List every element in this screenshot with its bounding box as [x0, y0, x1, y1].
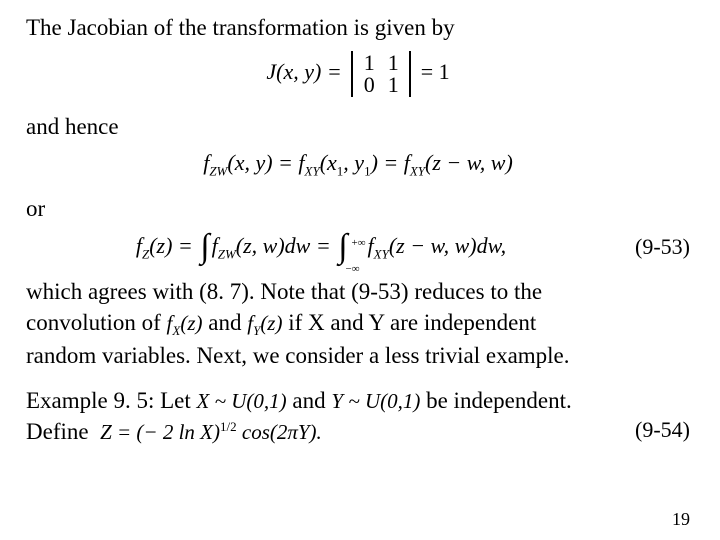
eq-953: fZ(z) = ∫fZW(z, w)dw = ∫+∞−∞fXY(z − w, w…: [26, 233, 616, 262]
page-number: 19: [672, 509, 690, 530]
eq-tag-954: (9-54): [616, 417, 690, 443]
para-or: or: [26, 193, 690, 224]
example-row: Example 9. 5: Let X ~ U(0,1) and Y ~ U(0…: [26, 385, 690, 447]
para-which-agrees-2: convolution of fX(z) and fY(z) if X and …: [26, 307, 690, 340]
para-which-agrees-1: which agrees with (8. 7). Note that (9-5…: [26, 276, 690, 307]
eq-954: Z = (− 2 ln X)1/2 cos(2πY).: [100, 420, 322, 444]
para-which-agrees-3: random variables. Next, we consider a le…: [26, 340, 690, 371]
eq-953-row: fZ(z) = ∫fZW(z, w)dw = ∫+∞−∞fXY(z − w, w…: [26, 233, 690, 262]
para-example-1: Example 9. 5: Let X ~ U(0,1) and Y ~ U(0…: [26, 385, 616, 416]
para-and-hence: and hence: [26, 111, 690, 142]
integral-icon: ∫: [338, 237, 347, 257]
para-jacobian-intro: The Jacobian of the transformation is gi…: [26, 12, 690, 43]
para-example-2: Define Z = (− 2 ln X)1/2 cos(2πY).: [26, 416, 616, 447]
integral-icon: ∫: [200, 237, 209, 257]
eq-tag-953: (9-53): [616, 234, 690, 260]
eq-jacobian: J(x, y) = 11 01 = 1: [26, 51, 690, 97]
eq-fzw: fZW(x, y) = fXY(x1, y1) = fXY(z − w, w): [26, 150, 690, 179]
